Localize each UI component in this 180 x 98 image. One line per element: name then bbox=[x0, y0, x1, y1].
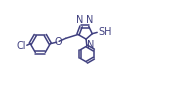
Text: O: O bbox=[54, 37, 62, 47]
Text: N: N bbox=[86, 15, 93, 25]
Text: N: N bbox=[76, 15, 84, 25]
Text: SH: SH bbox=[98, 27, 111, 37]
Text: N: N bbox=[87, 40, 94, 50]
Text: Cl: Cl bbox=[16, 41, 26, 51]
